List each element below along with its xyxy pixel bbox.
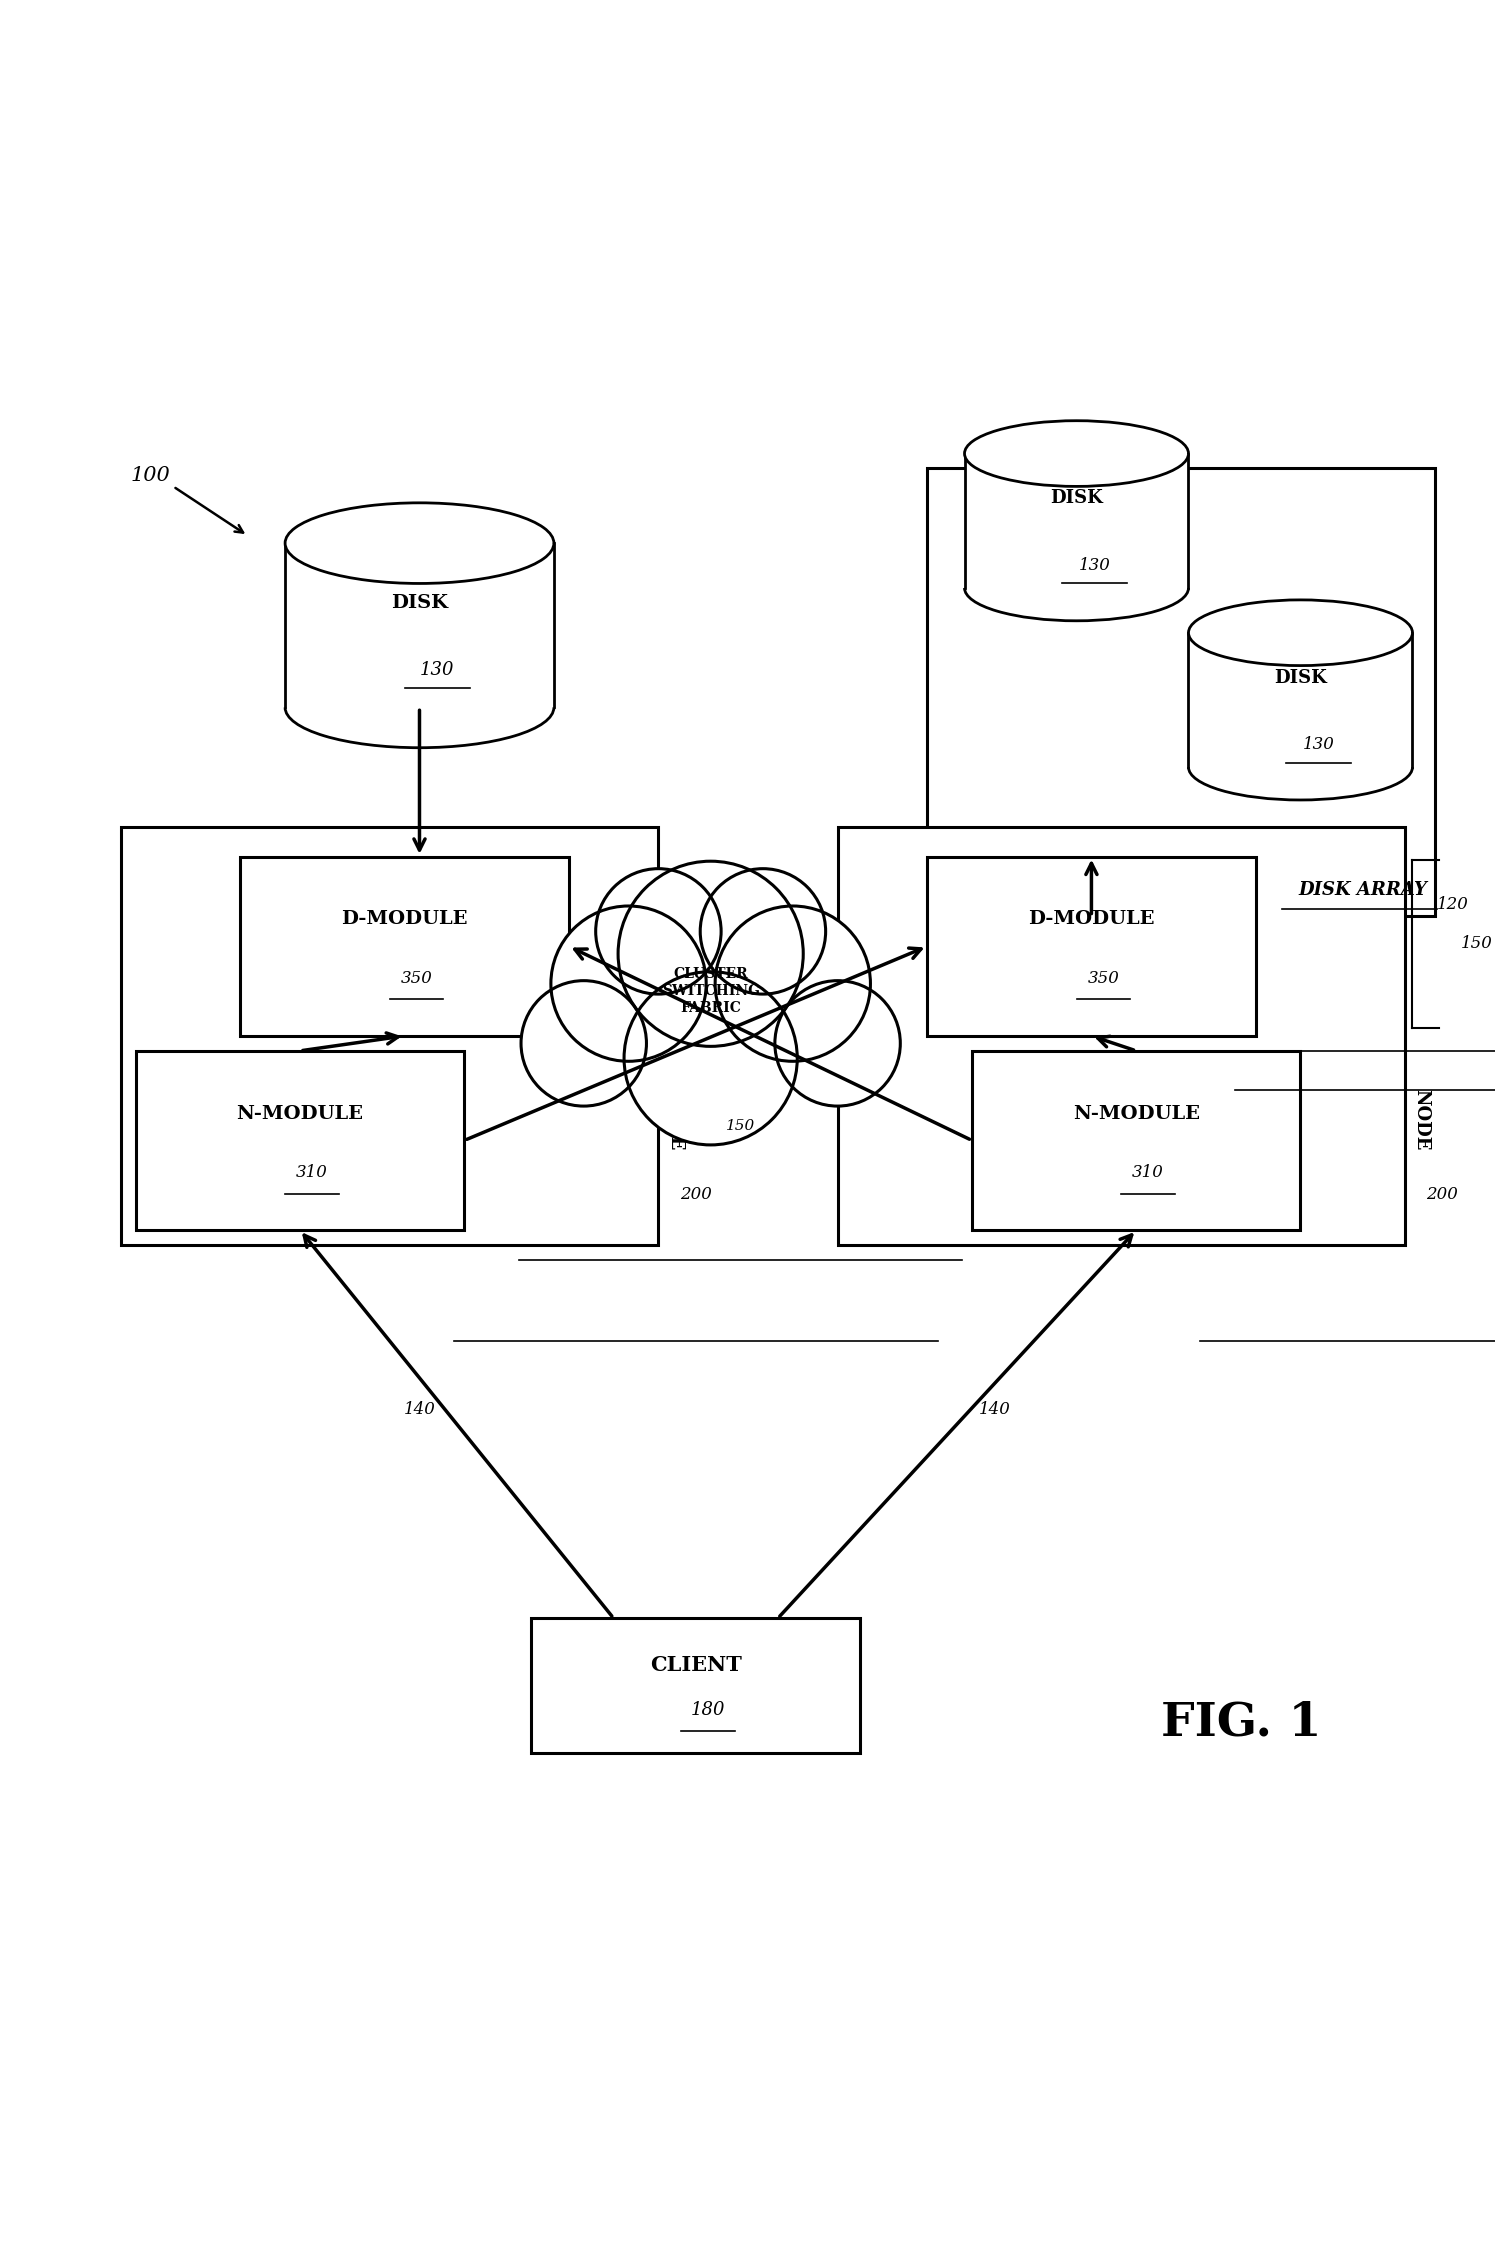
Text: 200: 200	[1426, 1186, 1458, 1204]
Bar	[240, 858, 569, 1035]
Text: 350: 350	[1088, 970, 1119, 988]
Ellipse shape	[1188, 599, 1413, 666]
Polygon shape	[965, 452, 1188, 588]
Text: DISK ARRAY: DISK ARRAY	[1299, 880, 1428, 898]
Text: 150: 150	[1461, 936, 1492, 952]
Bar	[927, 858, 1255, 1035]
Circle shape	[774, 981, 900, 1105]
Circle shape	[521, 981, 647, 1105]
Text: CLIENT: CLIENT	[650, 1654, 742, 1675]
Text: CLUSTER
SWITCHING
FABRIC: CLUSTER SWITCHING FABRIC	[662, 968, 759, 1015]
Text: 350: 350	[400, 970, 433, 988]
Text: DISK: DISK	[1050, 488, 1103, 506]
Text: 100: 100	[130, 466, 171, 486]
Text: 130: 130	[1079, 556, 1110, 574]
Circle shape	[625, 972, 797, 1146]
Circle shape	[700, 869, 825, 995]
Text: DISK: DISK	[391, 594, 448, 612]
Text: 130: 130	[1302, 736, 1335, 754]
Ellipse shape	[285, 502, 554, 583]
Text: 130: 130	[419, 662, 455, 680]
Bar	[532, 1618, 860, 1754]
Polygon shape	[1188, 633, 1413, 768]
Text: 120: 120	[1437, 896, 1468, 914]
Text: 140: 140	[403, 1400, 436, 1418]
Text: N-MODULE: N-MODULE	[1073, 1105, 1200, 1123]
Bar	[972, 1051, 1300, 1229]
Circle shape	[551, 905, 706, 1060]
Text: D-MODULE: D-MODULE	[1028, 909, 1155, 927]
Text: DISK: DISK	[1275, 669, 1327, 687]
Text: 310: 310	[1132, 1164, 1164, 1182]
Text: 310: 310	[297, 1164, 328, 1182]
Circle shape	[715, 905, 870, 1060]
Circle shape	[596, 869, 721, 995]
Text: FIG. 1: FIG. 1	[1161, 1700, 1321, 1747]
Text: 200: 200	[680, 1186, 712, 1204]
Polygon shape	[285, 542, 554, 707]
Ellipse shape	[965, 421, 1188, 486]
Bar	[927, 468, 1435, 916]
Text: 140: 140	[978, 1400, 1010, 1418]
Bar	[837, 826, 1405, 1245]
Text: N-MODULE: N-MODULE	[237, 1105, 364, 1123]
Text: 150: 150	[727, 1119, 755, 1132]
Text: 180: 180	[691, 1702, 725, 1720]
Bar	[136, 1051, 464, 1229]
Text: NODE: NODE	[667, 1089, 685, 1150]
Text: D-MODULE: D-MODULE	[342, 909, 467, 927]
Circle shape	[619, 862, 803, 1047]
Bar	[121, 826, 659, 1245]
Text: NODE: NODE	[1413, 1089, 1431, 1150]
